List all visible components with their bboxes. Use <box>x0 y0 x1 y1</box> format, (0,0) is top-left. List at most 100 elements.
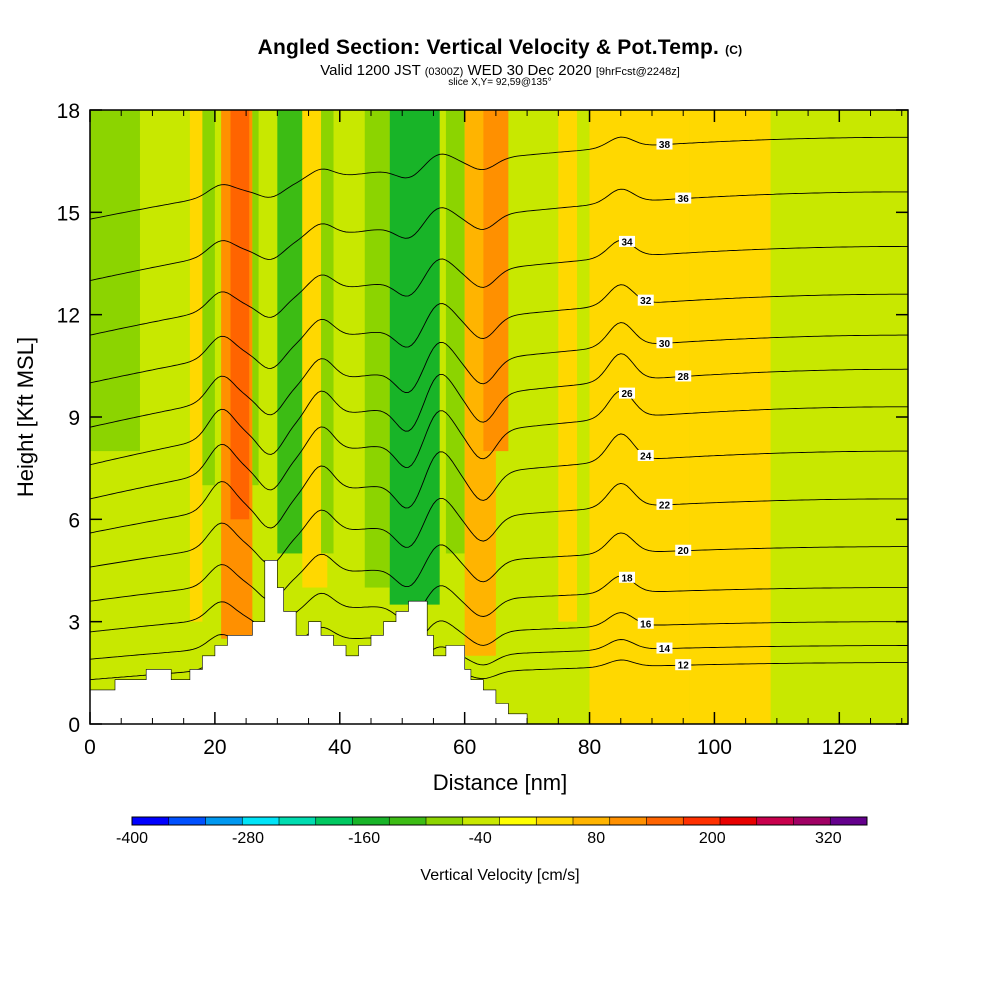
colorbar-swatch-17 <box>756 817 794 825</box>
forecast-info: [9hrFcst@2248z] <box>595 66 680 78</box>
contour-label-30: 30 <box>659 339 671 350</box>
colorbar-swatch-11 <box>536 817 574 825</box>
terrain-area <box>90 560 908 724</box>
valid-utc: (0300Z) <box>424 66 464 78</box>
contour-label-38: 38 <box>659 140 671 151</box>
contour-label-32: 32 <box>640 296 652 307</box>
contour-label-bg-14 <box>656 642 673 654</box>
colorbar-swatch-2 <box>205 817 243 825</box>
contour-label-bg-22 <box>656 498 673 510</box>
velocity-band-2 <box>177 110 190 520</box>
colorbar-swatch-13 <box>609 817 647 825</box>
velocity-band-7 <box>252 110 259 486</box>
contour-label-36: 36 <box>678 194 690 205</box>
velocity-band-3 <box>189 110 203 622</box>
valid-date: WED 30 Dec 2020 <box>467 62 592 79</box>
velocity-band-12 <box>389 110 440 605</box>
colorbar-swatch-14 <box>646 817 684 825</box>
velocity-band-20 <box>770 110 908 571</box>
colorbar: -400 -280 -160 -40 80 200 320 <box>116 816 868 847</box>
contour-label-22: 22 <box>659 500 671 511</box>
contour-line-20 <box>90 532 908 602</box>
x-tick-label-20: 20 <box>203 736 226 759</box>
colorbar-swatch-5 <box>315 817 353 825</box>
contour-label-12: 12 <box>678 661 690 672</box>
colorbar-tick-6: 320 <box>815 830 842 847</box>
colorbar-tick-3: -40 <box>469 830 492 847</box>
y-tick-label-18: 18 <box>57 100 80 123</box>
contour-label-bg-26 <box>619 387 636 399</box>
y-tick-label-3: 3 <box>68 612 80 635</box>
contour-line-18 <box>90 575 908 633</box>
chart-subtitle: Valid 1200 JST (0300Z) WED 30 Dec 2020 [… <box>0 62 1000 79</box>
contour-line-30 <box>90 322 908 428</box>
contour-line-28 <box>90 353 908 466</box>
colorbar-swatch-4 <box>279 817 317 825</box>
contour-label-20: 20 <box>678 546 690 557</box>
x-tick-label-120: 120 <box>822 736 857 759</box>
y-tick-label-15: 15 <box>57 202 80 225</box>
contour-line-32 <box>90 284 908 384</box>
terrain-mask <box>90 560 908 725</box>
colorbar-tick-5: 200 <box>699 830 726 847</box>
colorbar-tick-4: 80 <box>587 830 605 847</box>
velocity-band-0 <box>90 110 140 452</box>
velocity-band-8 <box>277 110 303 554</box>
x-tick-label-40: 40 <box>328 736 351 759</box>
contour-label-bg-36 <box>675 192 692 204</box>
colorbar-swatch-8 <box>426 817 464 825</box>
colorbar-swatch-19 <box>830 817 868 825</box>
colorbar-tick-2: -160 <box>348 830 380 847</box>
valid-time: Valid 1200 JST <box>320 62 421 79</box>
terrain-outline <box>90 560 908 725</box>
x-axis-label: Distance [nm] <box>433 770 568 795</box>
colorbar-swatch-18 <box>793 817 831 825</box>
contour-label-bg-24 <box>637 449 654 461</box>
colorbar-swatch-1 <box>168 817 206 825</box>
x-tick-label-100: 100 <box>697 736 732 759</box>
velocity-band-10 <box>321 110 334 554</box>
velocity-band-21 <box>789 614 908 707</box>
x-tick-label-0: 0 <box>84 736 96 759</box>
contour-label-14: 14 <box>659 644 671 655</box>
chart-title: Angled Section: Vertical Velocity & Pot.… <box>0 36 1000 60</box>
contour-label-16: 16 <box>640 619 652 630</box>
velocity-band-11 <box>364 110 390 588</box>
colorbar-swatch-12 <box>573 817 611 825</box>
contour-line-34 <box>90 239 908 336</box>
contour-line-38 <box>90 136 908 220</box>
velocity-band-1 <box>146 110 159 588</box>
contour-line-24 <box>90 433 908 534</box>
title-unit: (C) <box>725 43 743 57</box>
contour-label-bg-28 <box>675 370 692 382</box>
colorbar-tick-1: -280 <box>232 830 264 847</box>
colorbar-swatch-9 <box>462 817 500 825</box>
contour-label-bg-16 <box>637 617 654 629</box>
colorbar-swatch-3 <box>242 817 280 825</box>
y-axis-label: Height [Kft MSL] <box>13 337 38 497</box>
contour-label-bg-12 <box>675 659 692 671</box>
colorbar-swatch-0 <box>132 817 170 825</box>
contour-label-bg-32 <box>637 294 654 306</box>
y-tick-label-0: 0 <box>68 714 80 737</box>
x-tick-label-80: 80 <box>578 736 601 759</box>
contour-line-36 <box>90 188 908 282</box>
velocity-band-13 <box>445 110 465 554</box>
velocity-field <box>90 110 908 724</box>
contour-label-26: 26 <box>621 389 633 400</box>
contour-label-28: 28 <box>678 372 690 383</box>
contour-line-22 <box>90 482 908 568</box>
colorbar-swatch-15 <box>683 817 721 825</box>
y-tick-label-12: 12 <box>57 305 80 328</box>
contour-label-34: 34 <box>621 237 633 248</box>
velocity-band-4 <box>202 110 215 486</box>
colorbar-swatch-7 <box>389 817 427 825</box>
x-tick-label-60: 60 <box>453 736 476 759</box>
contour-label-18: 18 <box>621 573 633 584</box>
colorbar-tick-0: -400 <box>116 830 148 847</box>
colorbar-label: Vertical Velocity [cm/s] <box>420 867 579 884</box>
colorbar-swatch-6 <box>352 817 390 825</box>
axes: 0 20 40 60 80 100 120 0 36 9 12 15 18 <box>57 100 908 759</box>
y-tick-label-9: 9 <box>68 407 80 430</box>
colorbar-swatch-10 <box>499 817 537 825</box>
